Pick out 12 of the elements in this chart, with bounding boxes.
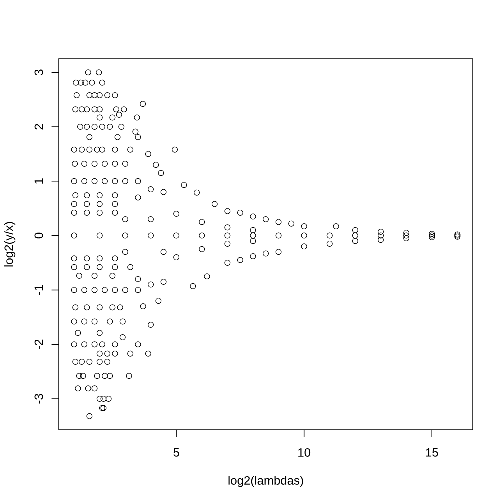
x-tick-label: 15 <box>426 448 438 457</box>
x-tick-label: 10 <box>298 448 311 457</box>
y-axis-title: log2(y/x) <box>4 222 16 267</box>
x-tick-label: 5 <box>174 448 180 457</box>
x-axis-title: log2(lambdas) <box>228 476 304 488</box>
y-tick-label: 3 <box>34 70 44 76</box>
y-tick-label: 2 <box>34 124 44 130</box>
y-tick-label: 1 <box>34 178 44 184</box>
y-tick-label: -1 <box>34 285 44 295</box>
y-tick-label: -2 <box>34 340 44 350</box>
y-tick-label: -3 <box>34 394 44 404</box>
y-tick-label: 0 <box>34 232 44 239</box>
